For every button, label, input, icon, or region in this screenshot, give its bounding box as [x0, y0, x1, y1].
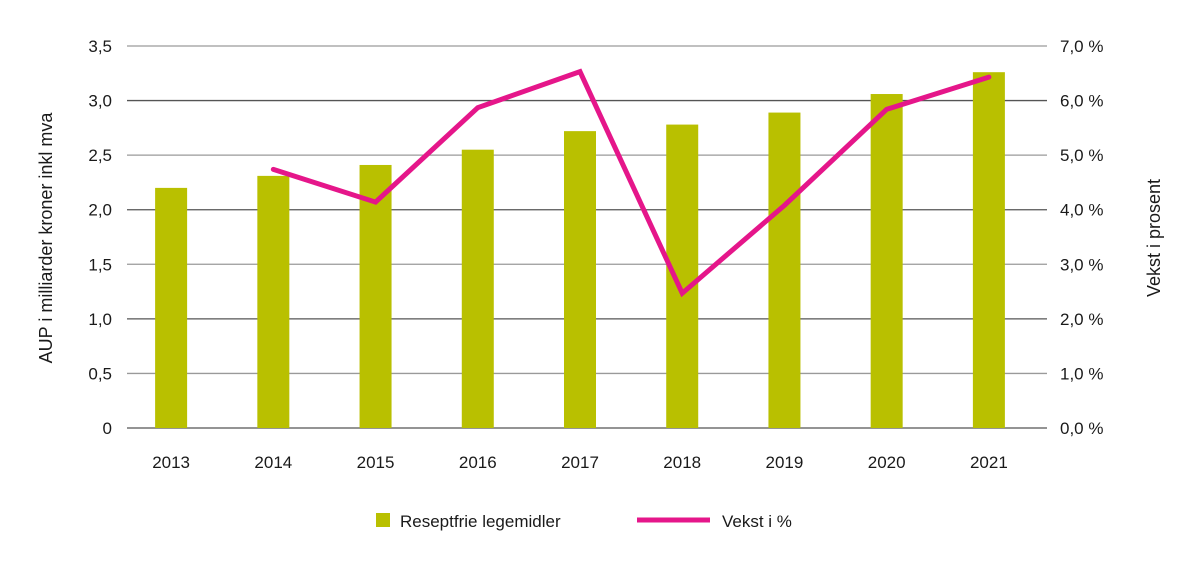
y-tick-label: 1,0	[88, 310, 112, 329]
y2-tick-label: 0,0 %	[1060, 419, 1103, 438]
bar-2016	[461, 149, 494, 428]
y-tick-label: 1,5	[88, 255, 112, 274]
y2-axis-label: Vekst i prosent	[1144, 179, 1164, 297]
bar-2021	[972, 72, 1005, 429]
bar-2013	[155, 187, 188, 428]
x-tick-label: 2019	[766, 453, 804, 472]
x-tick-label: 2013	[152, 453, 190, 472]
y2-tick-label: 7,0 %	[1060, 37, 1103, 56]
x-tick-label: 2015	[357, 453, 395, 472]
legend-line-label: Vekst i %	[722, 512, 792, 531]
bar-2015	[359, 164, 392, 429]
y2-tick-label: 2,0 %	[1060, 310, 1103, 329]
x-tick-label: 2014	[254, 453, 292, 472]
y-tick-label: 3,5	[88, 37, 112, 56]
growth-line	[270, 68, 992, 298]
y2-tick-label: 1,0 %	[1060, 364, 1103, 383]
x-tick-label: 2018	[663, 453, 701, 472]
y-tick-label: 2,5	[88, 146, 112, 165]
y2-tick-label: 4,0 %	[1060, 201, 1103, 220]
x-tick-label: 2017	[561, 453, 599, 472]
y-tick-label: 0	[103, 419, 112, 438]
y2-tick-label: 6,0 %	[1060, 92, 1103, 111]
legend-bar-swatch	[376, 513, 390, 527]
legend-bar-label: Reseptfrie legemidler	[400, 512, 561, 531]
bar-2019	[768, 112, 801, 428]
y2-tick-label: 5,0 %	[1060, 146, 1103, 165]
y-tick-label: 3,0	[88, 92, 112, 111]
bar-2017	[564, 131, 596, 429]
bar-2020	[870, 94, 903, 428]
y-tick-label: 2,0	[88, 201, 112, 220]
x-tick-label: 2020	[868, 453, 906, 472]
x-tick-label: 2021	[970, 453, 1008, 472]
y-axis-label: AUP i milliarder kroner inkl mva	[36, 112, 56, 364]
bar-2014	[257, 175, 290, 428]
bar-2018	[666, 124, 699, 428]
y-tick-label: 0,5	[88, 364, 112, 383]
y2-tick-label: 3,0 %	[1060, 255, 1103, 274]
x-tick-label: 2016	[459, 453, 497, 472]
